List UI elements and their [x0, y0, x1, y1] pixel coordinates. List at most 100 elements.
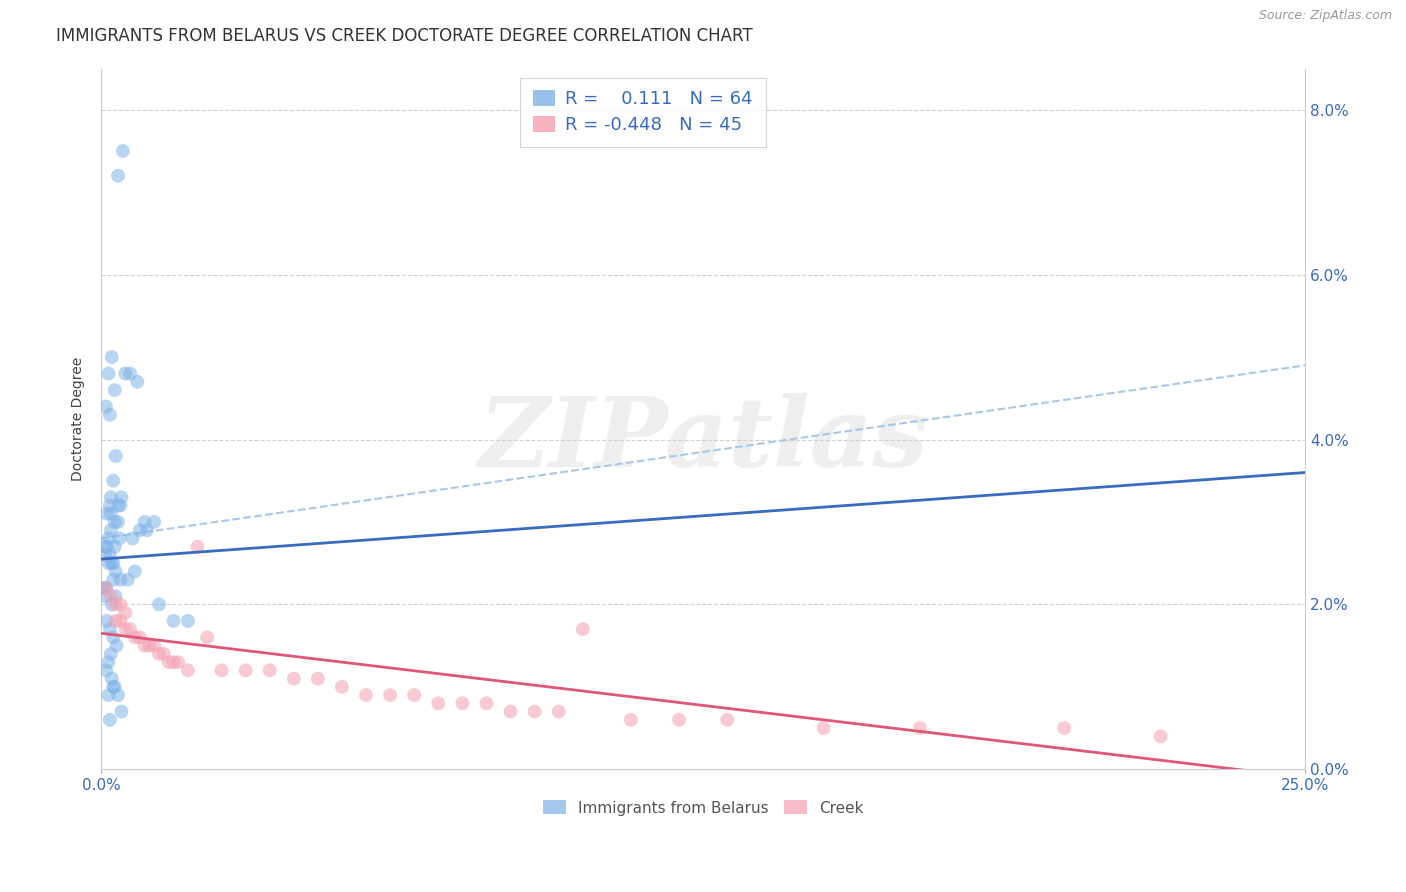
Point — [104, 680, 127, 694]
Point — [98, 548, 121, 562]
Point — [813, 721, 835, 735]
Point — [134, 515, 156, 529]
Point — [111, 144, 134, 158]
Point — [94, 548, 117, 562]
Point — [143, 639, 166, 653]
Point — [108, 532, 131, 546]
Point — [148, 598, 170, 612]
Point — [98, 408, 121, 422]
Point — [330, 680, 353, 694]
Point — [547, 705, 569, 719]
Point — [94, 540, 117, 554]
Point — [103, 474, 125, 488]
Point — [100, 507, 122, 521]
Point — [307, 672, 329, 686]
Point — [120, 367, 142, 381]
Point — [1053, 721, 1076, 735]
Point — [107, 688, 129, 702]
Point — [101, 672, 124, 686]
Point — [100, 647, 122, 661]
Point — [98, 713, 121, 727]
Point — [96, 614, 118, 628]
Point — [114, 606, 136, 620]
Point — [94, 589, 117, 603]
Point — [136, 523, 159, 537]
Point — [110, 573, 132, 587]
Text: Source: ZipAtlas.com: Source: ZipAtlas.com — [1258, 9, 1392, 22]
Point — [96, 540, 118, 554]
Point — [259, 664, 281, 678]
Point — [96, 507, 118, 521]
Point — [110, 614, 132, 628]
Text: ZIPatlas: ZIPatlas — [478, 393, 928, 487]
Point — [167, 655, 190, 669]
Point — [97, 655, 120, 669]
Point — [100, 589, 122, 603]
Point — [427, 697, 450, 711]
Point — [114, 622, 136, 636]
Point — [104, 614, 127, 628]
Point — [97, 556, 120, 570]
Point — [105, 639, 128, 653]
Point — [120, 622, 142, 636]
Point — [378, 688, 401, 702]
Point — [101, 350, 124, 364]
Point — [107, 499, 129, 513]
Point — [124, 565, 146, 579]
Point — [104, 540, 127, 554]
Point — [148, 647, 170, 661]
Point — [97, 367, 120, 381]
Point — [94, 664, 117, 678]
Point — [128, 523, 150, 537]
Point — [107, 169, 129, 183]
Y-axis label: Doctorate Degree: Doctorate Degree — [72, 357, 86, 481]
Point — [354, 688, 377, 702]
Point — [451, 697, 474, 711]
Point — [716, 713, 738, 727]
Point — [103, 573, 125, 587]
Point — [104, 565, 127, 579]
Point — [114, 367, 136, 381]
Point — [668, 713, 690, 727]
Point — [620, 713, 643, 727]
Point — [283, 672, 305, 686]
Point — [104, 589, 127, 603]
Point — [153, 647, 176, 661]
Point — [104, 383, 127, 397]
Point — [177, 664, 200, 678]
Point — [499, 705, 522, 719]
Point — [98, 622, 121, 636]
Point — [93, 581, 115, 595]
Point — [571, 622, 593, 636]
Point — [134, 639, 156, 653]
Point — [110, 705, 132, 719]
Legend: Immigrants from Belarus, Creek: Immigrants from Belarus, Creek — [534, 791, 873, 825]
Point — [908, 721, 931, 735]
Point — [94, 400, 117, 414]
Point — [98, 499, 121, 513]
Point — [523, 705, 546, 719]
Point — [162, 614, 184, 628]
Point — [143, 515, 166, 529]
Point — [107, 515, 129, 529]
Point — [97, 688, 120, 702]
Point — [211, 664, 233, 678]
Point — [103, 680, 125, 694]
Point — [97, 532, 120, 546]
Point — [94, 581, 117, 595]
Point — [475, 697, 498, 711]
Point — [186, 540, 208, 554]
Point — [177, 614, 200, 628]
Point — [110, 598, 132, 612]
Point — [128, 631, 150, 645]
Point — [138, 639, 160, 653]
Point — [101, 556, 124, 570]
Point — [103, 556, 125, 570]
Point — [101, 598, 124, 612]
Point — [1149, 729, 1171, 743]
Text: IMMIGRANTS FROM BELARUS VS CREEK DOCTORATE DEGREE CORRELATION CHART: IMMIGRANTS FROM BELARUS VS CREEK DOCTORA… — [56, 27, 752, 45]
Point — [157, 655, 180, 669]
Point — [235, 664, 257, 678]
Point — [100, 523, 122, 537]
Point — [104, 515, 127, 529]
